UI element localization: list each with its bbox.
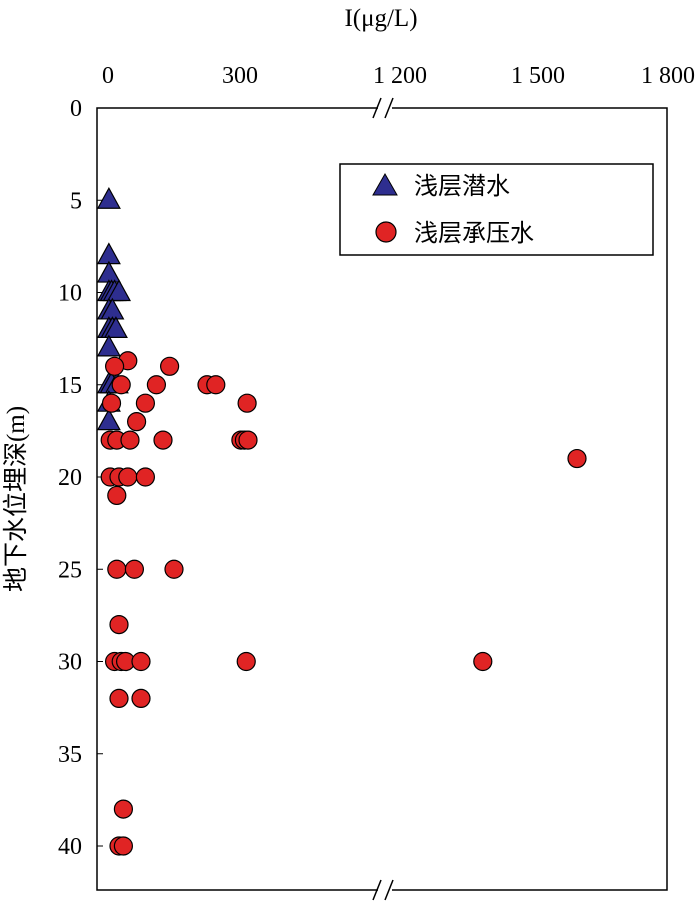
y-tick-label: 5	[70, 188, 82, 214]
data-point-circle	[473, 651, 493, 672]
legend-label-2: 浅层承压水	[414, 220, 534, 247]
data-point-circle	[107, 559, 127, 579]
data-point-circle	[237, 393, 257, 413]
x-tick-label: 1 500	[511, 63, 565, 89]
data-point-triangle	[96, 334, 121, 357]
y-tick-label: 0	[70, 96, 82, 122]
data-point-circle	[120, 430, 140, 450]
y-tick-label: 15	[58, 373, 82, 399]
data-point-circle	[124, 559, 144, 579]
data-point-circle	[109, 688, 129, 709]
y-tick-label: 20	[58, 465, 82, 491]
data-point-circle	[135, 393, 155, 413]
y-tick-label: 25	[58, 557, 82, 583]
x-tick-label: 0	[102, 63, 114, 89]
y-tick-label: 40	[58, 834, 82, 860]
data-point-circle	[236, 651, 256, 672]
data-point-triangle	[96, 260, 121, 283]
legend-label-1: 浅层潜水	[414, 173, 510, 200]
x-axis-title: I(μg/L)	[344, 5, 417, 32]
y-tick-label: 30	[58, 650, 82, 676]
legend: 浅层潜水 浅层承压水	[339, 163, 654, 256]
data-markers	[96, 187, 587, 856]
y-axis-title: 地下水位埋深(m)	[2, 406, 30, 592]
data-point-circle	[111, 375, 131, 395]
x-tick-label: 300	[222, 63, 258, 89]
data-point-circle	[127, 412, 147, 432]
data-point-circle	[113, 799, 134, 819]
data-point-circle	[101, 393, 122, 413]
y-tick-labels: 0 5 10 15 20 25 30 35 40	[58, 96, 103, 860]
data-point-circle	[238, 430, 258, 450]
data-point-triangle	[96, 242, 121, 265]
data-point-circle	[160, 356, 180, 376]
data-point-triangle	[103, 316, 128, 338]
data-point-triangle	[96, 187, 121, 209]
x-tick-label: 1 200	[373, 63, 427, 89]
x-tick-labels: 0 300 1 200 1 500 1 800	[102, 63, 695, 89]
data-point-triangle	[106, 279, 132, 302]
data-point-circle	[113, 836, 134, 856]
data-point-circle	[135, 467, 155, 487]
data-point-circle	[567, 448, 587, 469]
x-tick-label: 1 800	[641, 63, 695, 89]
legend-circle-icon	[375, 221, 397, 243]
data-point-circle	[118, 467, 138, 487]
data-point-circle	[104, 356, 125, 376]
data-point-circle	[146, 375, 166, 395]
x-axis-break-bottom	[372, 879, 394, 901]
data-point-triangle	[96, 408, 121, 431]
data-point-circle	[107, 485, 127, 506]
data-point-circle	[131, 651, 151, 672]
legend-triangle-icon	[372, 172, 398, 196]
y-tick-label: 10	[58, 281, 82, 307]
y-tick-label: 35	[58, 742, 82, 768]
data-point-circle	[206, 375, 226, 395]
data-point-circle	[164, 559, 184, 579]
data-point-circle	[131, 688, 151, 709]
data-point-circle	[153, 430, 173, 450]
x-axis-break-top	[372, 97, 394, 119]
data-point-circle	[109, 614, 129, 635]
